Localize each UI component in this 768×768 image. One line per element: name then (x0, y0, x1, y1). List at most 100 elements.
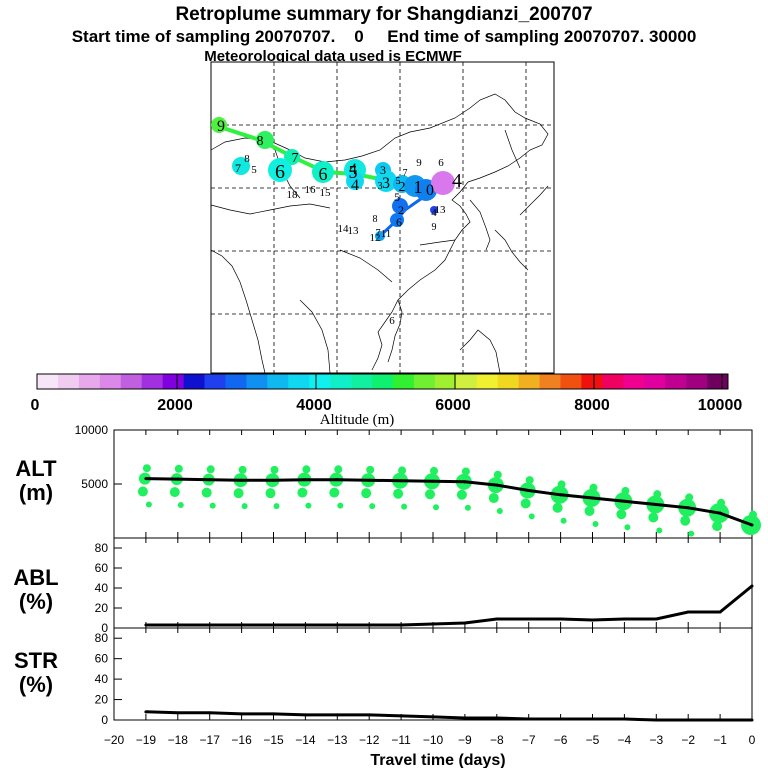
altitude-cluster-blob (337, 502, 344, 509)
series-point (718, 718, 722, 722)
map-cluster-label: 5 (349, 162, 358, 182)
altitude-cluster-blob (685, 493, 694, 502)
series-point (303, 713, 307, 717)
altitude-cluster-blob (169, 487, 180, 498)
cluster-day11-south (375, 231, 385, 241)
colorbar-cell (497, 374, 519, 389)
map-cluster-label: 4 (349, 161, 357, 178)
map-cluster-label: 3 (382, 175, 390, 192)
colorbar-tick-label: 2000 (157, 397, 193, 414)
series-point (559, 717, 563, 721)
series-point (208, 478, 212, 482)
series-point (303, 478, 307, 482)
series-point (559, 617, 563, 621)
map-cluster-label: 16 (305, 184, 317, 196)
x-tick-label: −18 (168, 733, 189, 747)
colorbar-label: Altitude (m) (320, 412, 395, 428)
colorbar-tick-label: 0 (31, 397, 40, 414)
cluster-day4-south (430, 206, 438, 214)
colorbar-tick-label: 10000 (698, 397, 743, 414)
altitude-cluster-blob (717, 498, 726, 507)
colorbar-cell (707, 374, 729, 389)
altitude-cluster-blob (592, 520, 599, 527)
map-cluster-label: 12 (370, 232, 381, 244)
colorbar-cell (141, 374, 163, 389)
x-tick-label: −16 (231, 733, 252, 747)
altitude-cluster-blob (749, 510, 757, 519)
altitude-cluster-blob (653, 490, 662, 499)
series-point (622, 717, 626, 721)
altitude-cluster-blob (656, 527, 663, 534)
altitude-cluster-blob (584, 506, 595, 516)
series-point (559, 493, 563, 497)
map-cluster-label: 8 (257, 134, 264, 149)
series-point (495, 716, 499, 720)
colorbar-cell (476, 374, 498, 389)
map-cluster-label: 1 (414, 177, 423, 197)
x-tick-label: −20 (104, 733, 125, 747)
altitude-cluster-blob (398, 466, 407, 475)
altitude-cluster-blob (589, 483, 598, 492)
y-tick-label: 0 (101, 621, 108, 635)
cluster-day4b (375, 170, 397, 192)
map-cluster-label: 9 (416, 157, 422, 169)
panel-label-unit: (m) (19, 480, 53, 505)
altitude-cluster-blob (137, 486, 148, 497)
panel-label-unit: (%) (19, 589, 53, 614)
x-tick-label: −10 (423, 733, 444, 747)
series-point (527, 488, 531, 492)
altitude-cluster-blob (238, 465, 247, 474)
altitude-cluster-blob (557, 480, 566, 489)
series-point (654, 718, 658, 722)
colorbar-cell (309, 374, 331, 389)
x-tick-label: −6 (554, 733, 568, 747)
series-point (240, 478, 244, 482)
series-point (527, 617, 531, 621)
series-point (463, 480, 467, 484)
colorbar-cell (183, 374, 205, 389)
x-tick-label: 0 (749, 733, 756, 747)
altitude-cluster-blob (525, 476, 534, 485)
panel-frame (113, 537, 753, 629)
map-cluster-label: 3 (380, 163, 386, 177)
colorbar-cell (204, 374, 226, 389)
colorbar-cell (372, 374, 394, 389)
series-point (622, 617, 626, 621)
y-tick-label: 40 (95, 581, 109, 595)
series-point (718, 610, 722, 614)
y-tick-label: 20 (95, 693, 109, 707)
altitude-cluster-blob (712, 521, 723, 532)
series-point (303, 623, 307, 627)
colorbar-tick-labels: 0 2000 4000 6000 8000 10000 (31, 374, 743, 414)
series-point (686, 718, 690, 722)
colorbar-cell (602, 374, 624, 389)
altitude-cluster-blob (334, 465, 343, 474)
series-point (176, 623, 180, 627)
altitude-cluster-blob (493, 470, 502, 479)
panel-label-name: ALT (15, 456, 57, 481)
met-data-line: Meteorological data used is ECMWF (204, 48, 462, 65)
altitude-cluster-blob (233, 488, 244, 499)
series-point (208, 623, 212, 627)
series-point (591, 717, 594, 721)
series-point (591, 496, 594, 500)
x-tick-label: −3 (649, 733, 663, 747)
colorbar-cell (246, 374, 268, 389)
map-cluster-label: 6 (438, 157, 444, 169)
series-point (144, 710, 148, 714)
altitude-cluster-blob (270, 465, 279, 474)
altitude-cluster-blob (265, 488, 276, 499)
altitude-cluster-blob (520, 498, 531, 509)
map-cluster-label: 6 (389, 315, 395, 327)
colorbar-cell (288, 374, 310, 389)
colorbar-cell (120, 374, 142, 389)
map-cluster-label: 2 (399, 180, 406, 195)
altitude-cluster-blob (305, 502, 312, 509)
cluster-day5-south (392, 198, 408, 214)
x-axis-ticks: −20 −19 −18 −17 −16 −15 −14 −13 −12 −11 −10 −9 −8 −7−… (104, 733, 756, 747)
series-line-alt (145, 477, 753, 527)
panel-label-name: ABL (13, 565, 58, 590)
colorbar-cell (539, 374, 561, 389)
map-cluster-label: 9 (432, 222, 437, 233)
